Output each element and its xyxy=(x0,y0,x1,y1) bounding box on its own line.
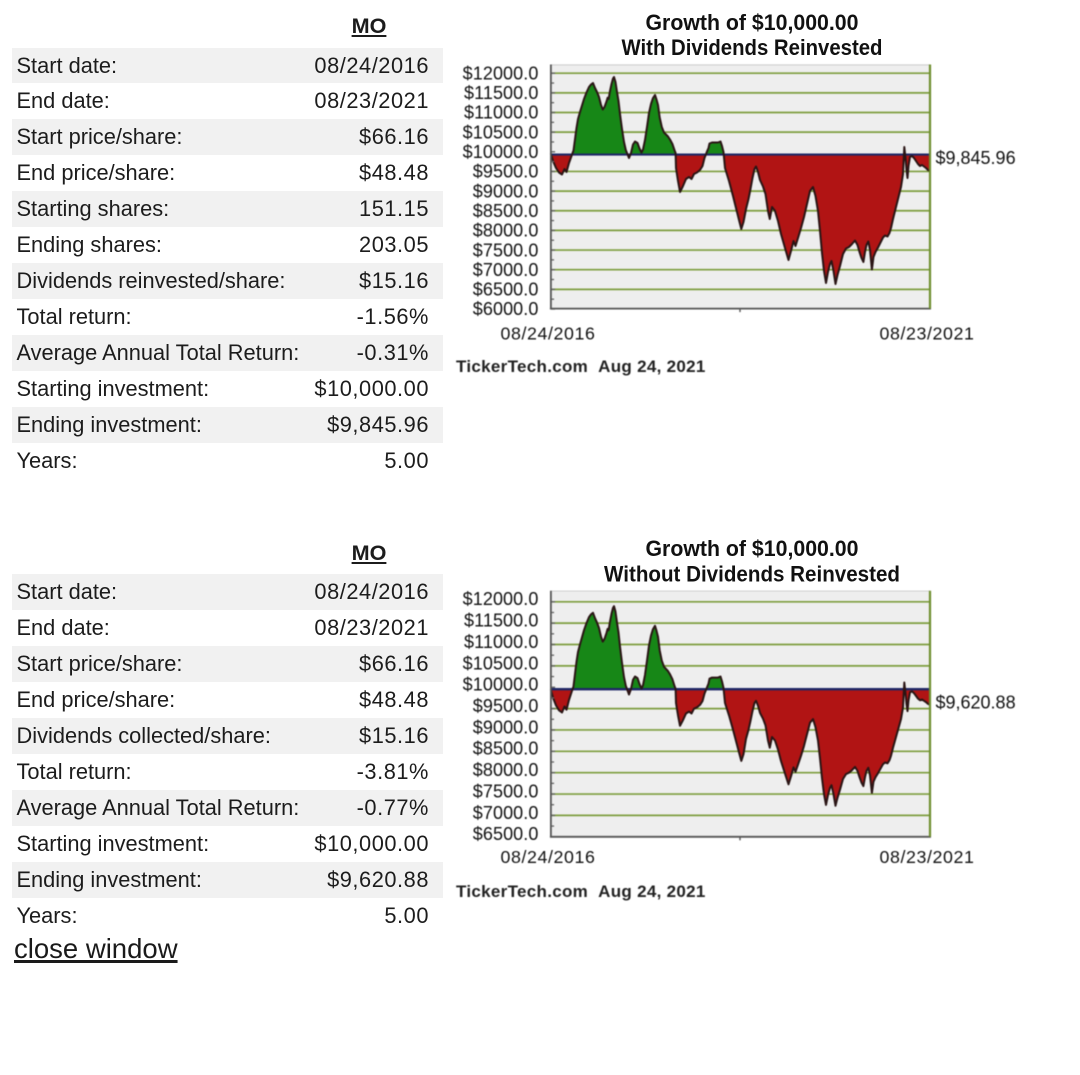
svg-text:$7000.0: $7000.0 xyxy=(473,803,539,823)
svg-text:$7500.0: $7500.0 xyxy=(473,781,539,801)
svg-text:TickerTech.com Aug 24, 2021: TickerTech.com Aug 24, 2021 xyxy=(456,882,706,901)
svg-text:$12000.0: $12000.0 xyxy=(463,589,539,609)
svg-text:$9000.0: $9000.0 xyxy=(473,181,539,201)
svg-text:08/24/2016: 08/24/2016 xyxy=(501,324,596,344)
svg-text:$6000.0: $6000.0 xyxy=(473,299,539,319)
svg-text:$11000.0: $11000.0 xyxy=(464,103,539,123)
svg-text:Growth of $10,000.00: Growth of $10,000.00 xyxy=(646,536,859,561)
svg-text:$6500.0: $6500.0 xyxy=(473,280,539,300)
svg-text:$9,620.88: $9,620.88 xyxy=(936,693,1016,713)
svg-text:TickerTech.com Aug 24, 2021: TickerTech.com Aug 24, 2021 xyxy=(456,357,706,376)
svg-text:$7500.0: $7500.0 xyxy=(473,240,539,260)
svg-text:$8000.0: $8000.0 xyxy=(473,760,539,780)
svg-text:$10500.0: $10500.0 xyxy=(463,653,539,673)
svg-text:$7000.0: $7000.0 xyxy=(473,260,539,280)
svg-text:08/23/2021: 08/23/2021 xyxy=(880,847,975,867)
svg-text:$9000.0: $9000.0 xyxy=(473,717,539,737)
svg-text:$11500.0: $11500.0 xyxy=(464,611,539,631)
svg-text:$11000.0: $11000.0 xyxy=(464,632,539,652)
svg-text:08/24/2016: 08/24/2016 xyxy=(501,847,596,867)
svg-text:$8500.0: $8500.0 xyxy=(473,201,539,221)
svg-text:$8000.0: $8000.0 xyxy=(473,221,539,241)
svg-text:$12000.0: $12000.0 xyxy=(463,63,539,83)
svg-text:$10500.0: $10500.0 xyxy=(463,122,539,142)
svg-text:$6500.0: $6500.0 xyxy=(473,824,539,844)
svg-text:$9,845.96: $9,845.96 xyxy=(936,148,1016,168)
svg-text:With Dividends Reinvested: With Dividends Reinvested xyxy=(622,35,883,60)
svg-text:Growth of $10,000.00: Growth of $10,000.00 xyxy=(646,10,859,35)
svg-text:$10000.0: $10000.0 xyxy=(463,675,539,695)
svg-text:$8500.0: $8500.0 xyxy=(473,739,539,759)
svg-text:$9500.0: $9500.0 xyxy=(473,696,539,716)
svg-text:$10000.0: $10000.0 xyxy=(463,142,539,162)
svg-text:$11500.0: $11500.0 xyxy=(464,83,539,103)
svg-text:08/23/2021: 08/23/2021 xyxy=(880,324,975,344)
svg-text:$9500.0: $9500.0 xyxy=(473,162,539,182)
svg-text:Without Dividends Reinvested: Without Dividends Reinvested xyxy=(604,562,900,587)
